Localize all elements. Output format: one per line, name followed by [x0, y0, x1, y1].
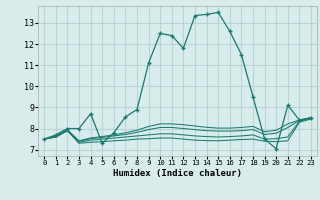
X-axis label: Humidex (Indice chaleur): Humidex (Indice chaleur) — [113, 169, 242, 178]
